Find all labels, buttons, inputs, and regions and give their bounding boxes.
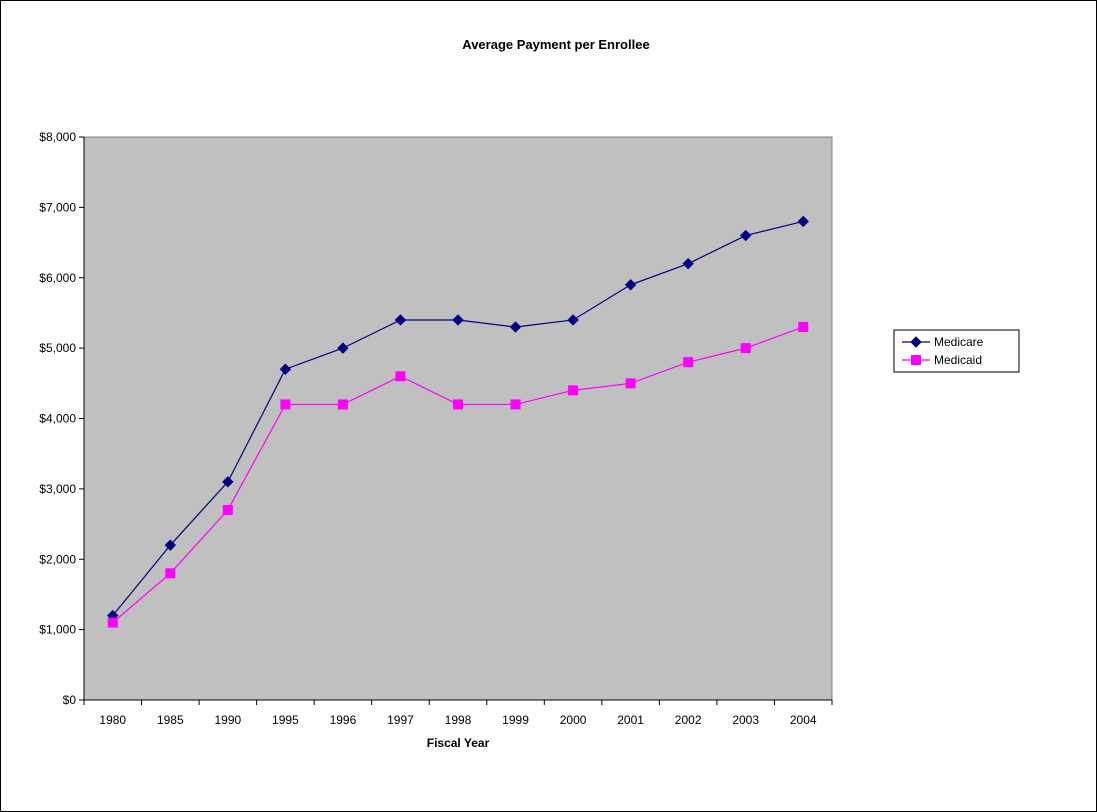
medicare-point (394, 314, 407, 326)
y-tick-label: $3,000 (39, 482, 76, 496)
x-tick-label: 2004 (790, 713, 817, 727)
y-tick-label: $0 (63, 693, 77, 707)
medicaid-point (683, 357, 694, 368)
medicaid-point (568, 385, 579, 396)
legend: Medicare Medicaid (893, 329, 1020, 373)
y-tick-label: $7,000 (39, 200, 76, 214)
legend-label: Medicaid (934, 353, 982, 367)
x-tick-label: 1990 (214, 713, 241, 727)
legend-item-medicare: Medicare (902, 335, 984, 349)
medicare-point (509, 321, 522, 333)
medicare-point (797, 215, 809, 228)
chart-title: Average Payment per Enrollee (462, 37, 649, 52)
x-tick-label: 1985 (157, 713, 184, 727)
x-tick-label: 1997 (387, 713, 414, 727)
x-tick-label: 1999 (502, 713, 529, 727)
y-tick-label: $6,000 (39, 271, 76, 285)
medicare-point (279, 363, 292, 375)
medicare-point (739, 229, 752, 242)
medicare-series (107, 215, 809, 622)
medicaid-point (165, 568, 176, 579)
medicare-point (337, 342, 349, 354)
legend-swatch-marker (911, 355, 921, 365)
legend-swatch-marker (910, 336, 922, 348)
legend-label: Medicare (934, 335, 984, 349)
medicaid-point (395, 371, 406, 382)
y-tick-label: $8,000 (39, 130, 76, 144)
medicare-point (567, 314, 579, 326)
x-tick-label: 2001 (617, 713, 644, 727)
medicare-point (624, 279, 637, 291)
medicaid-point (337, 399, 348, 410)
plot-area (83, 136, 833, 701)
x-tick-label: 2002 (675, 713, 702, 727)
medicaid-point (798, 322, 809, 333)
y-tick-label: $1,000 (39, 623, 76, 637)
x-tick-label: 1980 (99, 713, 126, 727)
medicare-point (164, 539, 177, 551)
medicaid-point (222, 504, 233, 515)
x-tick-label: 2000 (560, 713, 587, 727)
y-tick-label: $4,000 (39, 412, 76, 426)
legend-item-medicaid: Medicaid (902, 353, 982, 367)
medicare-point (452, 314, 464, 326)
medicaid-point (453, 399, 463, 410)
medicaid-point (280, 399, 291, 410)
medicaid-series (107, 322, 809, 628)
medicaid-point (740, 343, 751, 354)
series-layer (107, 215, 809, 628)
medicaid-point (625, 378, 636, 389)
y-tick-label: $2,000 (39, 552, 76, 566)
x-tick-label: 2003 (732, 713, 759, 727)
x-axis-title: Fiscal Year (427, 736, 490, 750)
medicaid-point (510, 399, 521, 410)
medicare-point (222, 476, 234, 488)
x-axis-ticks: 1980 1985 1990 1995 1996 1997 1998 1999 2000 2001… (83, 700, 833, 727)
y-tick-label: $5,000 (39, 341, 76, 355)
medicaid-point (107, 617, 118, 628)
medicare-point (682, 257, 694, 270)
y-axis-ticks: $0 $1,000 $2,000 $3,000 $4,000 $5,000 $6,000 $7… (39, 130, 84, 707)
x-tick-label: 1995 (272, 713, 299, 727)
x-tick-label: 1998 (445, 713, 472, 727)
x-tick-label: 1996 (330, 713, 357, 727)
